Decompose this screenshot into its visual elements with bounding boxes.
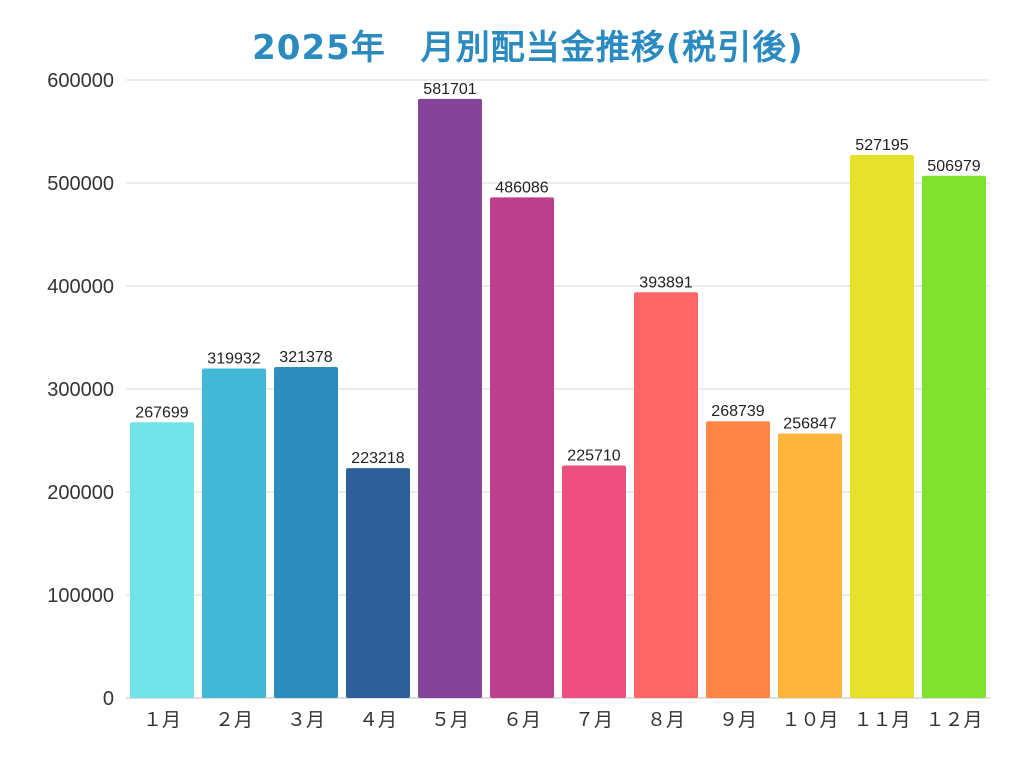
y-tick-label: 500000 — [47, 173, 114, 195]
x-tick-label: ７月 — [575, 709, 613, 731]
data-label: 527195 — [855, 137, 908, 154]
y-tick-label: 400000 — [47, 276, 114, 298]
bar — [490, 197, 554, 698]
bar — [634, 292, 698, 698]
data-label: 319932 — [207, 350, 260, 367]
data-label: 581701 — [423, 81, 476, 98]
bars — [130, 98, 986, 699]
y-axis-ticks: 0 100000 200000 300000 400000 500000 600000 — [47, 70, 114, 710]
data-label: 268739 — [711, 403, 764, 420]
chart-title: 2025年 月別配当金推移(税引後) — [252, 28, 804, 68]
data-labels: 267699 319932 321378 223218 581701 486086 2257… — [135, 81, 980, 467]
bar — [922, 175, 986, 698]
x-axis-ticks: １月 ２月 ３月 ４月 ５月 ６月 ７月 ８月 ９月 １０月 １１月 １２月 — [143, 709, 983, 731]
data-label: 321378 — [279, 349, 332, 366]
y-tick-label: 300000 — [47, 379, 114, 401]
data-label: 225710 — [567, 448, 620, 465]
bar — [346, 468, 410, 698]
data-label: 486086 — [495, 179, 548, 196]
y-tick-label: 100000 — [47, 585, 114, 607]
x-tick-label: ８月 — [647, 709, 685, 731]
y-tick-label: 600000 — [47, 70, 114, 92]
bar — [418, 98, 482, 699]
bar — [274, 366, 338, 698]
x-tick-label: ４月 — [359, 709, 397, 731]
x-tick-label: １月 — [143, 709, 181, 731]
data-label: 506979 — [927, 158, 980, 175]
x-tick-label: ２月 — [215, 709, 253, 731]
x-tick-label: ３月 — [287, 709, 325, 731]
gridlines — [126, 79, 990, 699]
data-label: 393891 — [639, 274, 692, 291]
x-tick-label: １２月 — [925, 709, 982, 731]
x-tick-label: １１月 — [853, 709, 910, 731]
bar — [706, 421, 770, 698]
data-label: 256847 — [783, 415, 836, 432]
data-label: 267699 — [135, 404, 188, 421]
x-tick-label: ６月 — [503, 709, 541, 731]
y-tick-label: 0 — [103, 688, 114, 710]
data-label: 223218 — [351, 450, 404, 467]
x-tick-label: ９月 — [719, 709, 757, 731]
x-tick-label: ５月 — [431, 709, 469, 731]
bar — [562, 465, 626, 698]
y-tick-label: 200000 — [47, 482, 114, 504]
bar — [850, 154, 914, 699]
bar — [778, 433, 842, 698]
bar — [202, 368, 266, 698]
bar — [130, 422, 194, 698]
x-tick-label: １０月 — [781, 709, 838, 731]
